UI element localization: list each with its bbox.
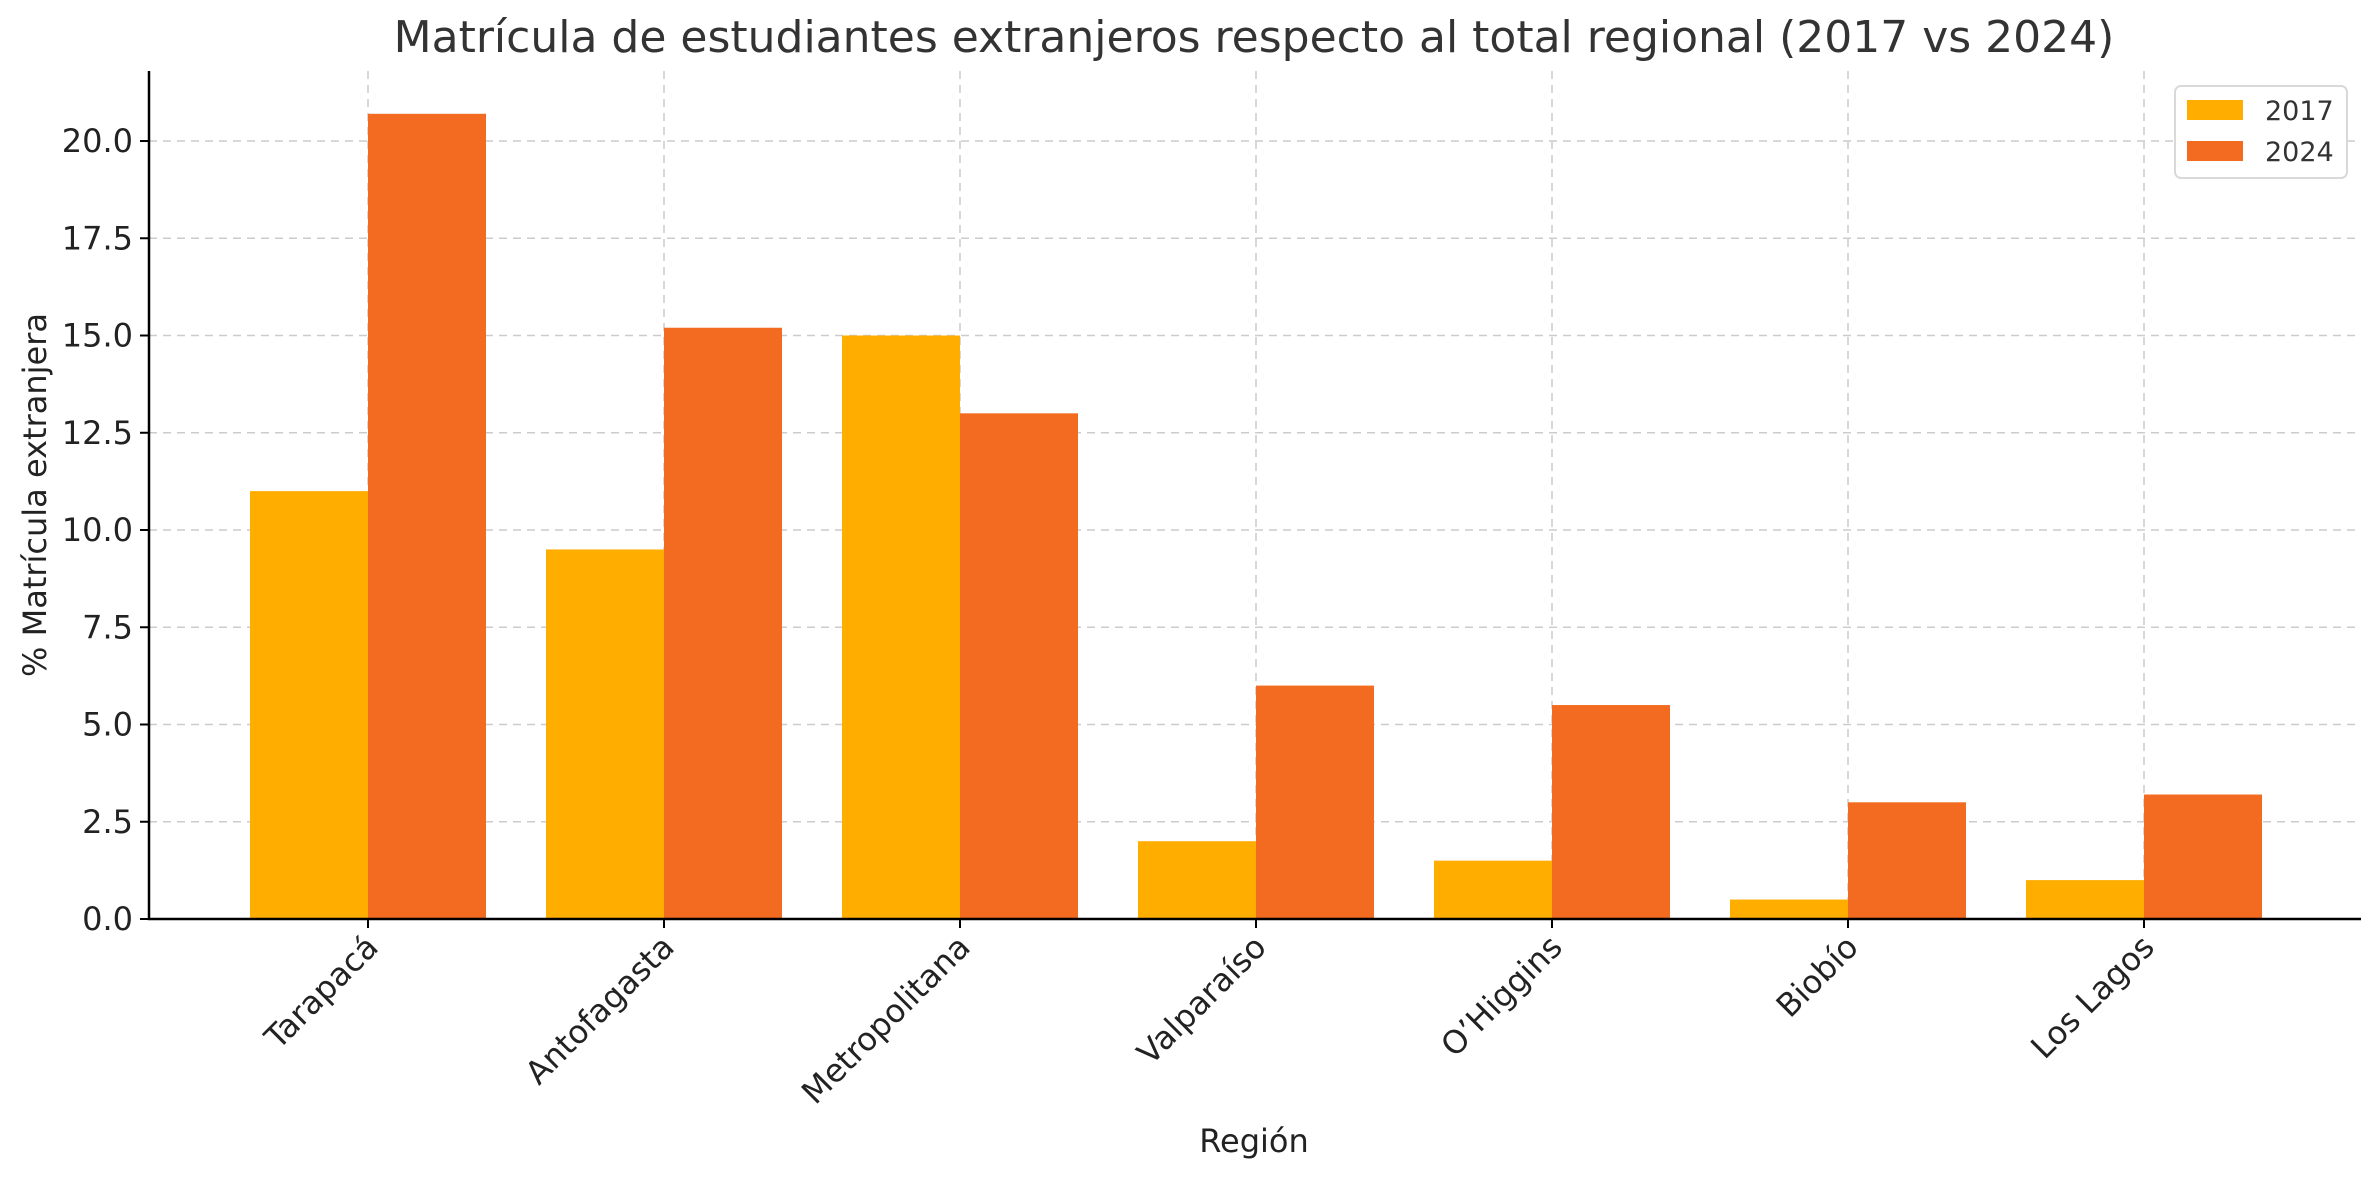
legend-swatch-2024 [2187,141,2243,161]
y-ticks: 0.0 2.5 5.0 7.5 10.0 12.5 15.0 17.5 20.0 [62,122,149,938]
bar-2024-3 [1256,685,1374,919]
bar-2017-6 [2026,880,2144,919]
legend-label: 2017 [2265,96,2334,127]
legend: 2017 2024 [2174,85,2348,179]
y-axis-label: % Matrícula extranjera [16,313,54,677]
x-ticks: Tarapacá Antofagasta Metropolitana Valparaí… [256,919,2162,1112]
bar-2017-4 [1434,860,1552,919]
y-tick-label: 20.0 [62,122,133,160]
y-tick-label: 0.0 [82,900,133,938]
bar-2024-2 [960,413,1078,919]
chart-title: Matrícula de estudiantes extranjeros res… [394,12,2115,63]
bar-2017-5 [1730,899,1848,919]
bar-2024-5 [1848,802,1966,919]
bar-2017-2 [842,335,960,919]
legend-label: 2024 [2265,137,2334,168]
bar-2024-6 [2144,794,2262,919]
y-tick-label: 12.5 [62,414,133,452]
y-tick-label: 5.0 [82,706,133,744]
bar-2017-3 [1138,841,1256,919]
bar-2017-1 [546,549,664,919]
x-tick-label: Tarapacá [256,928,385,1057]
bar-2024-1 [664,327,782,919]
x-tick-label: Antofagasta [518,928,682,1092]
bars [250,113,2262,919]
bar-2017-0 [250,491,368,919]
x-tick-label: Biobío [1769,928,1866,1025]
x-tick-label: Valparaíso [1130,928,1274,1072]
x-tick-label: O’Higgins [1433,928,1569,1064]
y-tick-label: 15.0 [62,317,133,355]
grid-lines [149,71,2361,920]
bar-2024-4 [1552,705,1670,919]
x-tick-label: Los Lagos [2023,928,2161,1066]
y-tick-label: 17.5 [62,219,133,257]
x-tick-label: Metropolitana [794,928,978,1112]
x-axis-label: Región [1199,1122,1309,1160]
y-tick-label: 2.5 [82,803,133,841]
legend-swatch-2017 [2187,100,2243,120]
bar-2024-0 [368,113,486,919]
y-tick-label: 7.5 [82,608,133,646]
y-tick-label: 10.0 [62,511,133,549]
